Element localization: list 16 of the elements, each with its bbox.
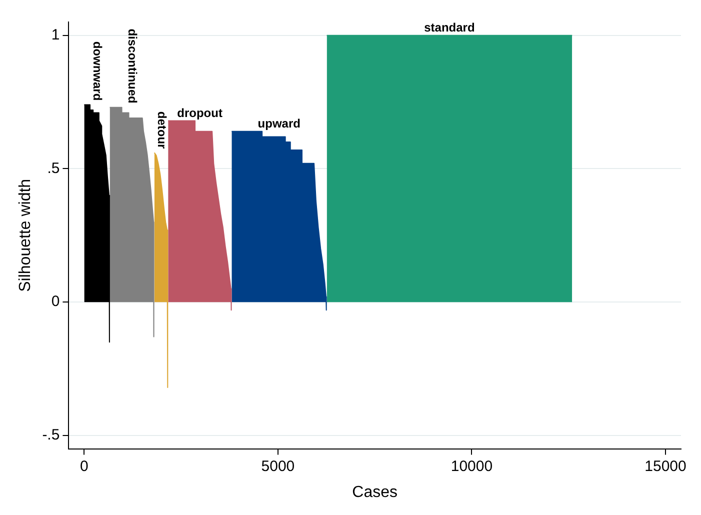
series-label: standard [424,20,475,35]
y-axis-title: Silhouette width [17,178,34,292]
y-tick-label: -.5 [42,426,60,444]
y-tick-label: .5 [47,160,60,177]
x-tick-label: 15000 [644,458,686,475]
x-axis-title: Cases [352,484,398,501]
text: detour [154,111,169,150]
text: downward [90,41,105,101]
x-tick-label: 0 [80,458,88,475]
text: discontinued [126,28,140,104]
series-label: upward [258,116,300,131]
y-tick-label: 0 [51,293,60,310]
x-tick-label: 5000 [261,458,295,475]
series-label: dropout [177,106,222,120]
y-tick-label: 1 [51,26,60,44]
x-tick-label: 10000 [450,458,493,475]
